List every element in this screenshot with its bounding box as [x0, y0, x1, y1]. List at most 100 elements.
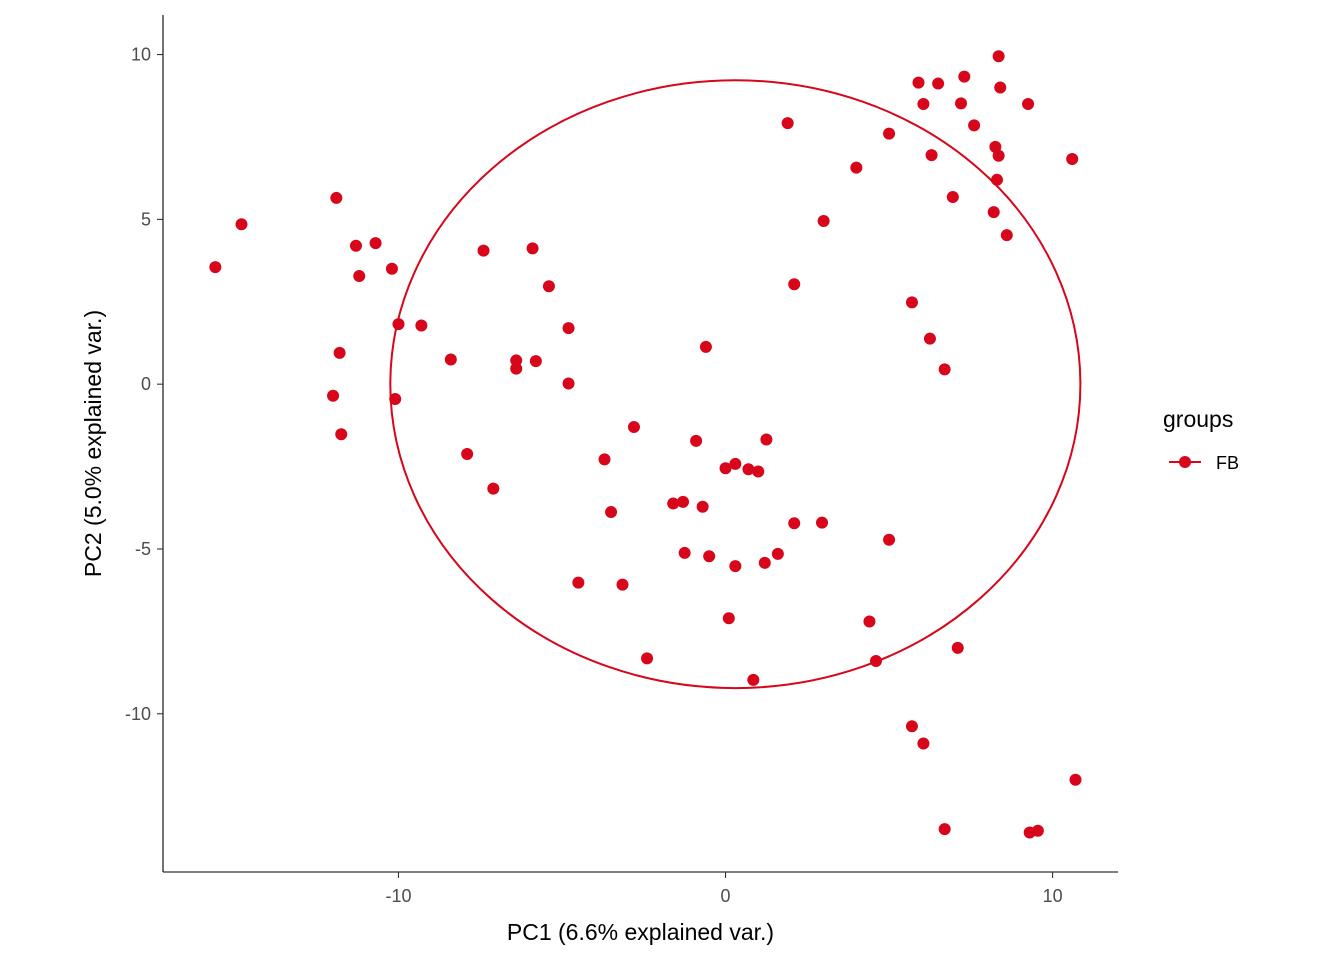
data-point — [605, 506, 618, 519]
x-axis-title: PC1 (6.6% explained var.) — [507, 919, 774, 945]
data-point — [938, 363, 951, 376]
data-point — [598, 453, 611, 466]
data-point — [932, 77, 945, 90]
data-point — [817, 215, 830, 228]
data-point — [946, 190, 959, 203]
data-point — [742, 463, 755, 476]
data-point — [788, 278, 801, 291]
data-point — [562, 377, 575, 390]
data-point — [883, 533, 896, 546]
data-point — [905, 296, 918, 309]
data-point — [487, 482, 500, 495]
data-point — [510, 354, 523, 367]
data-point — [1069, 773, 1082, 786]
data-point — [758, 556, 771, 569]
y-tick-label: 0 — [141, 374, 151, 394]
data-point — [616, 578, 629, 591]
data-point — [349, 239, 362, 252]
data-point — [209, 261, 222, 274]
y-ticks: -10 -5 0 5 10 — [125, 45, 163, 724]
data-point — [696, 500, 709, 513]
data-point — [335, 428, 348, 441]
data-point — [917, 737, 930, 750]
legend-title: groups — [1163, 406, 1233, 432]
data-point — [353, 270, 366, 283]
data-point — [968, 119, 981, 132]
y-tick-label: -10 — [125, 704, 151, 724]
data-point — [1066, 153, 1079, 166]
data-point — [719, 462, 732, 475]
data-point — [760, 433, 773, 446]
data-point — [788, 517, 801, 530]
data-point — [917, 97, 930, 110]
data-point — [951, 641, 964, 654]
data-point — [781, 117, 794, 130]
data-point — [677, 495, 690, 508]
y-tick-label: 10 — [131, 45, 151, 65]
data-point — [771, 547, 784, 560]
data-point — [869, 655, 882, 668]
y-axis-title: PC2 (5.0% explained var.) — [80, 310, 106, 577]
x-tick-label: -10 — [385, 886, 411, 906]
data-point — [330, 191, 343, 204]
data-point — [699, 340, 712, 353]
data-point — [392, 318, 405, 331]
data-point — [327, 389, 340, 402]
data-point — [990, 173, 1003, 186]
x-ticks: -10 0 10 — [385, 872, 1063, 906]
data-point — [389, 393, 402, 406]
group-ellipse-fb — [389, 79, 1082, 690]
legend-label-fb: FB — [1216, 453, 1239, 473]
data-point — [729, 560, 742, 573]
data-point — [938, 823, 951, 836]
data-point — [722, 612, 735, 625]
data-point — [992, 149, 1005, 162]
data-point — [703, 550, 716, 563]
axes: -10 0 10 -10 -5 0 5 10 — [125, 15, 1118, 906]
data-point — [667, 497, 680, 510]
data-point — [510, 362, 523, 375]
legend: groups FB — [1163, 406, 1239, 473]
data-point — [816, 516, 829, 529]
data-point — [752, 465, 765, 478]
data-point — [641, 652, 654, 665]
data-point — [461, 448, 474, 461]
data-point — [572, 576, 585, 589]
data-point — [542, 280, 555, 293]
data-point — [385, 262, 398, 275]
x-tick-label: 0 — [721, 886, 731, 906]
data-point — [863, 615, 876, 628]
data-point — [415, 319, 428, 332]
x-tick-label: 10 — [1043, 886, 1063, 906]
data-point — [690, 434, 703, 447]
y-tick-label: 5 — [141, 209, 151, 229]
plot-area — [209, 50, 1082, 839]
data-point — [729, 457, 742, 470]
data-point — [1031, 824, 1044, 837]
data-point — [955, 97, 968, 110]
data-point — [369, 237, 382, 250]
data-point — [562, 322, 575, 335]
y-tick-label: -5 — [135, 539, 151, 559]
data-point — [912, 76, 925, 89]
data-point — [1000, 229, 1013, 242]
data-point — [905, 720, 918, 733]
data-point — [477, 244, 490, 257]
data-point — [235, 218, 248, 231]
data-point — [925, 149, 938, 162]
data-point — [526, 242, 539, 255]
data-point — [529, 355, 542, 368]
data-point — [987, 206, 1000, 219]
legend-key-point — [1179, 456, 1191, 468]
data-point — [994, 81, 1007, 94]
data-point — [923, 332, 936, 345]
data-point — [333, 346, 346, 359]
data-point — [678, 546, 691, 559]
data-point — [1022, 97, 1035, 110]
data-point — [992, 50, 1005, 63]
data-point — [627, 421, 640, 434]
data-point — [958, 70, 971, 83]
data-point — [444, 353, 457, 366]
data-point — [850, 161, 863, 174]
